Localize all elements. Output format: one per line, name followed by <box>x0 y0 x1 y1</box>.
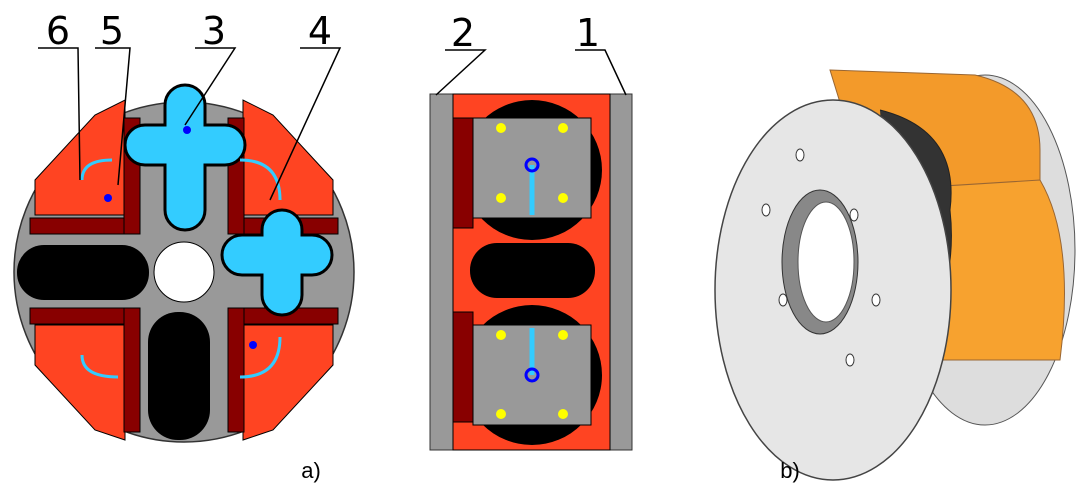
side-view <box>430 94 632 450</box>
callout: 1 <box>576 11 600 55</box>
hub-inner <box>798 202 854 322</box>
hub-hole <box>154 242 214 302</box>
callout: 6 <box>46 9 70 53</box>
callout: 2 <box>451 11 475 55</box>
bracket <box>453 312 473 422</box>
figure: 6 5 3 4 2 1 a) b) <box>0 0 1078 487</box>
quadrant <box>35 325 125 440</box>
quadrant <box>243 100 333 215</box>
callout: 5 <box>100 9 124 53</box>
section-view <box>14 85 354 442</box>
iso-view <box>715 70 1075 480</box>
caption: a) <box>301 458 321 483</box>
bellows <box>148 312 210 440</box>
callout: 4 <box>308 9 332 53</box>
bellows <box>470 243 595 298</box>
caption: b) <box>780 458 800 483</box>
bellows <box>17 245 149 300</box>
quadrant <box>243 325 333 440</box>
bracket <box>453 118 473 228</box>
callout: 3 <box>202 9 226 53</box>
